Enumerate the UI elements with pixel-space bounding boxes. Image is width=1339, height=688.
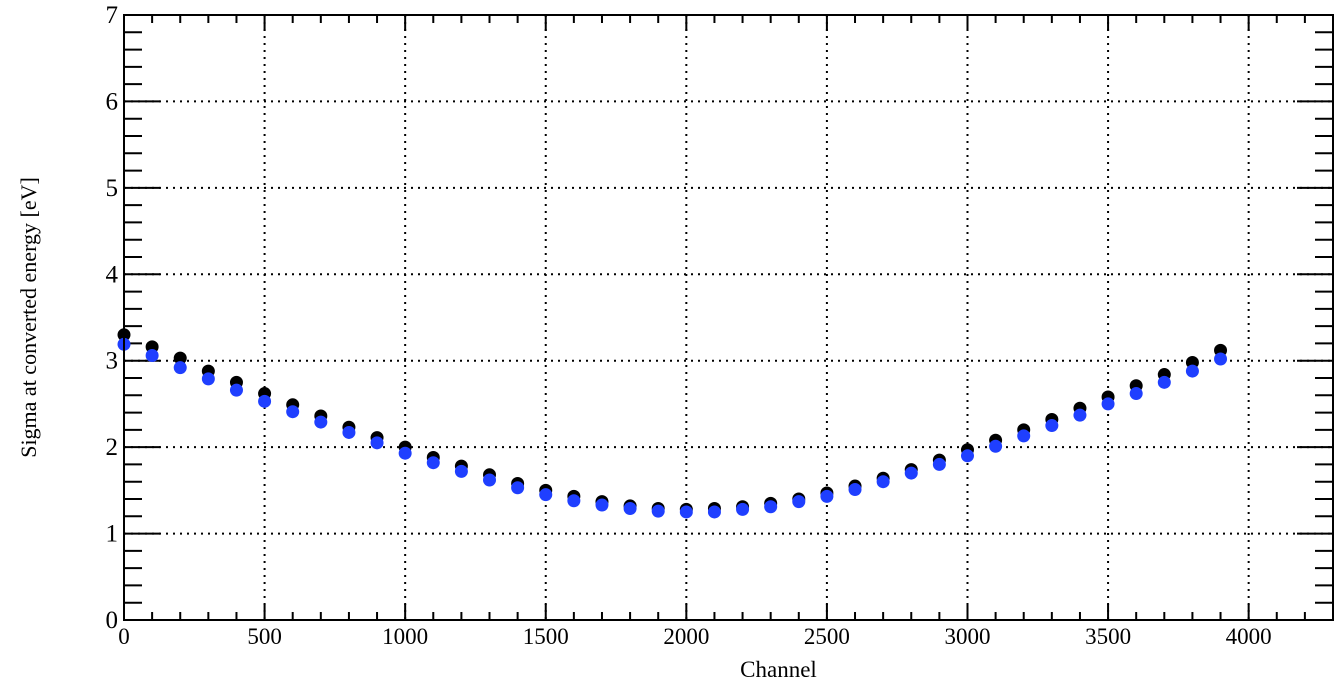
data-point-series-2 <box>679 505 693 519</box>
data-point-series-2 <box>707 505 721 519</box>
x-tick-label: 500 <box>247 624 282 649</box>
y-tick-label: 4 <box>106 261 119 288</box>
y-tick-label: 5 <box>106 175 119 202</box>
data-point-series-2 <box>483 473 497 487</box>
data-point-series-1 <box>173 351 187 365</box>
x-axis-label: Channel <box>740 657 817 682</box>
y-tick-label: 6 <box>106 88 119 115</box>
data-point-series-2 <box>370 436 384 450</box>
data-point-series-2 <box>820 489 834 503</box>
data-point-series-2 <box>989 439 1003 453</box>
data-point-series-2 <box>286 405 300 419</box>
data-point-series-2 <box>623 502 637 516</box>
y-tick-label: 2 <box>106 434 119 461</box>
axis-ticks <box>123 14 1334 621</box>
data-point-series-2 <box>1129 387 1143 401</box>
data-point-series-2 <box>1073 408 1087 422</box>
data-point-series-2 <box>539 488 553 502</box>
x-tick-label: 1000 <box>382 624 428 649</box>
data-point-series-2 <box>848 482 862 496</box>
tick-labels: 0 500 1000 1500 2000 2500 3000 3500 4000 0 1 2 3 4 5 6 7 <box>106 2 1272 649</box>
x-tick-label: 2000 <box>663 624 709 649</box>
data-point-series-2 <box>201 372 215 386</box>
data-point-series-2 <box>1185 364 1199 378</box>
data-point-series-2 <box>792 495 806 509</box>
data-point-series-2 <box>454 464 468 478</box>
data-point-series-2 <box>876 475 890 489</box>
data-point-series-2 <box>567 494 581 508</box>
data-point-series-2 <box>1101 397 1115 411</box>
y-tick-label: 0 <box>106 607 119 634</box>
x-tick-label: 4000 <box>1226 624 1272 649</box>
data-point-series-2 <box>1214 352 1228 366</box>
data-point-series-2 <box>145 349 159 363</box>
data-point-series-2 <box>173 361 187 375</box>
y-axis-label: Sigma at converted energy [eV] <box>16 177 41 458</box>
data-point-series-2 <box>398 446 412 460</box>
data-point-series-2 <box>1017 429 1031 443</box>
data-point-series-2 <box>1045 419 1059 433</box>
y-tick-label: 1 <box>106 521 119 548</box>
data-point-series-2 <box>764 500 778 514</box>
y-tick-label: 3 <box>106 348 119 375</box>
data-point-series-2 <box>960 449 974 463</box>
data-point-series-2 <box>258 394 272 408</box>
y-tick-label: 7 <box>106 2 119 29</box>
x-tick-label: 3500 <box>1085 624 1131 649</box>
data-point-series-2 <box>932 457 946 471</box>
x-tick-label: 1500 <box>523 624 569 649</box>
data-point-series-2 <box>426 456 440 470</box>
data-point-series-2 <box>511 481 525 495</box>
grid <box>124 15 1333 620</box>
x-tick-label: 2500 <box>804 624 850 649</box>
x-tick-label: 3000 <box>944 624 990 649</box>
data-point-series-2 <box>651 504 665 518</box>
data-point-series-2 <box>314 415 328 429</box>
data-point-series-2 <box>1157 375 1171 389</box>
data-point-series-2 <box>342 425 356 439</box>
x-tick-label: 0 <box>118 624 130 649</box>
data-point-series-2 <box>595 498 609 512</box>
data-point-series-2 <box>736 502 750 516</box>
data-point-series-2 <box>904 466 918 480</box>
plot-frame <box>123 14 1334 621</box>
data-points <box>117 328 1228 519</box>
data-point-series-2 <box>229 383 243 397</box>
